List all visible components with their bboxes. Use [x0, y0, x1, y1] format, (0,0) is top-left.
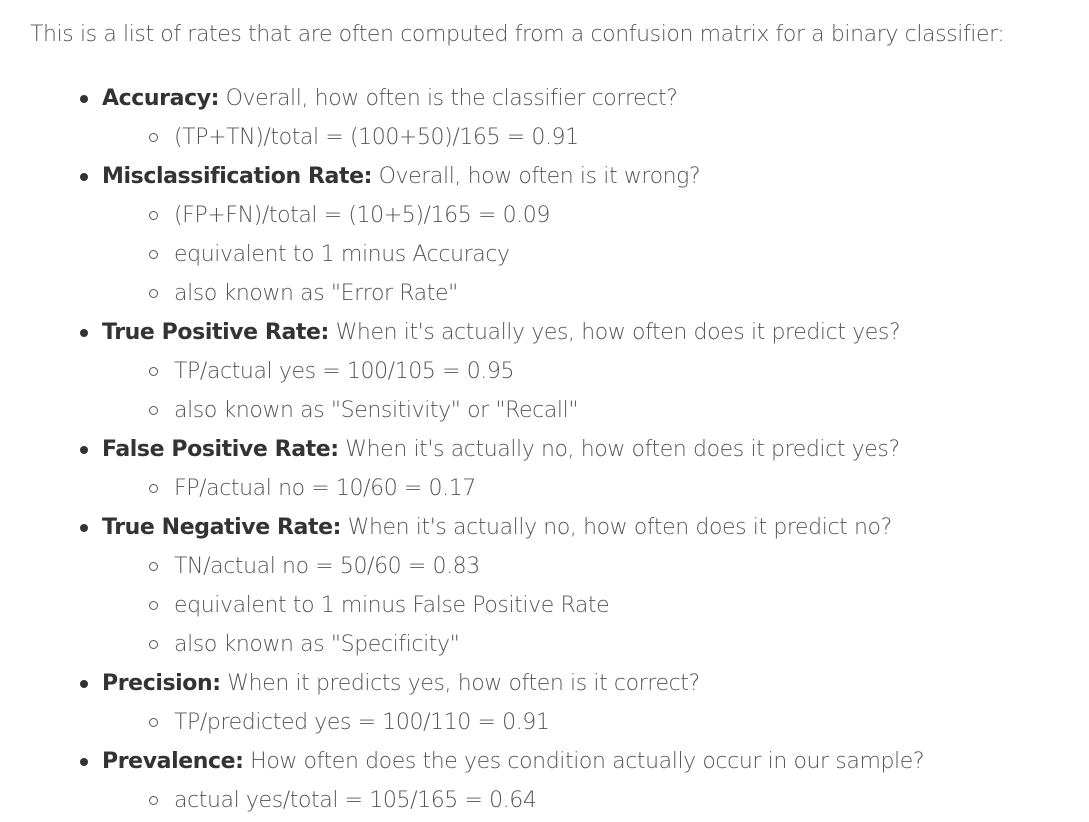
bullet-circle-icon [149, 601, 158, 610]
metric-question: When it's actually no, how often does it… [347, 515, 893, 540]
metric-detail-text: also known as "Sensitivity" or "Recall" [174, 398, 579, 423]
metric-name: False Positive Rate: [102, 437, 339, 462]
bullet-circle-icon [149, 718, 158, 727]
bullet-circle-icon [149, 640, 158, 649]
bullet-circle-icon [149, 289, 158, 298]
metric-heading: True Positive Rate: When it's actually y… [80, 313, 1089, 352]
metric-detail-text: TP/predicted yes = 100/110 = 0.91 [174, 710, 550, 735]
metric-name: True Negative Rate: [102, 515, 342, 540]
metric-question: When it predicts yes, how often is it co… [227, 671, 700, 696]
metric-detail-text: equivalent to 1 minus Accuracy [174, 242, 510, 267]
metric-question: Overall, how often is it wrong? [378, 164, 701, 189]
bullet-circle-icon [149, 211, 158, 220]
metric-details: (TP+TN)/total = (100+50)/165 = 0.91 [102, 118, 1089, 157]
bullet-circle-icon [149, 796, 158, 805]
bullet-disc-icon [80, 173, 88, 181]
metric-details: FP/actual no = 10/60 = 0.17 [102, 469, 1089, 508]
metric-detail: actual yes/total = 105/165 = 0.64 [102, 781, 1089, 820]
metric-detail-text: (TP+TN)/total = (100+50)/165 = 0.91 [174, 125, 579, 150]
metric-detail: (FP+FN)/total = (10+5)/165 = 0.09 [102, 196, 1089, 235]
metric-detail: equivalent to 1 minus False Positive Rat… [102, 586, 1089, 625]
bullet-circle-icon [149, 406, 158, 415]
metric-detail: also known as "Error Rate" [102, 274, 1089, 313]
bullet-disc-icon [80, 446, 88, 454]
metric-detail: equivalent to 1 minus Accuracy [102, 235, 1089, 274]
metric-detail-text: TN/actual no = 50/60 = 0.83 [174, 554, 480, 579]
metric-accuracy: Accuracy: Overall, how often is the clas… [30, 79, 1089, 157]
metric-heading: Prevalence: How often does the yes condi… [80, 742, 1089, 781]
metric-name: Accuracy: [102, 86, 220, 111]
bullet-disc-icon [80, 524, 88, 532]
metric-detail: TP/actual yes = 100/105 = 0.95 [102, 352, 1089, 391]
metric-question: When it's actually no, how often does it… [345, 437, 900, 462]
metric-details: TN/actual no = 50/60 = 0.83 equivalent t… [102, 547, 1089, 664]
metric-heading: False Positive Rate: When it's actually … [80, 430, 1089, 469]
metric-precision: Precision: When it predicts yes, how oft… [30, 664, 1089, 742]
metric-question: When it's actually yes, how often does i… [335, 320, 901, 345]
metric-details: (FP+FN)/total = (10+5)/165 = 0.09 equiva… [102, 196, 1089, 313]
intro-text: This is a list of rates that are often c… [30, 22, 1005, 47]
metric-detail: TP/predicted yes = 100/110 = 0.91 [102, 703, 1089, 742]
bullet-circle-icon [149, 367, 158, 376]
metric-name: Misclassification Rate: [102, 164, 373, 189]
metric-name: Prevalence: [102, 749, 244, 774]
metric-prevalence: Prevalence: How often does the yes condi… [30, 742, 1089, 820]
metric-true-negative-rate: True Negative Rate: When it's actually n… [30, 508, 1089, 664]
metric-true-positive-rate: True Positive Rate: When it's actually y… [30, 313, 1089, 430]
bullet-circle-icon [149, 250, 158, 259]
metric-detail-text: (FP+FN)/total = (10+5)/165 = 0.09 [174, 203, 550, 228]
metric-name: True Positive Rate: [102, 320, 329, 345]
metric-misclassification-rate: Misclassification Rate: Overall, how oft… [30, 157, 1089, 313]
metric-name: Precision: [102, 671, 221, 696]
metric-detail: FP/actual no = 10/60 = 0.17 [102, 469, 1089, 508]
metric-details: TP/predicted yes = 100/110 = 0.91 [102, 703, 1089, 742]
metric-detail: also known as "Sensitivity" or "Recall" [102, 391, 1089, 430]
metric-heading: Misclassification Rate: Overall, how oft… [80, 157, 1089, 196]
metric-detail-text: TP/actual yes = 100/105 = 0.95 [174, 359, 515, 384]
metric-detail-text: actual yes/total = 105/165 = 0.64 [174, 788, 537, 813]
metric-detail-text: also known as "Error Rate" [174, 281, 458, 306]
metric-details: actual yes/total = 105/165 = 0.64 [102, 781, 1089, 820]
metric-detail: TN/actual no = 50/60 = 0.83 [102, 547, 1089, 586]
bullet-circle-icon [149, 562, 158, 571]
metric-detail-text: FP/actual no = 10/60 = 0.17 [174, 476, 476, 501]
metric-false-positive-rate: False Positive Rate: When it's actually … [30, 430, 1089, 508]
bullet-disc-icon [80, 329, 88, 337]
bullet-disc-icon [80, 680, 88, 688]
metric-question: How often does the yes condition actuall… [250, 749, 925, 774]
metric-detail-text: also known as "Specificity" [174, 632, 460, 657]
bullet-circle-icon [149, 484, 158, 493]
bullet-disc-icon [80, 758, 88, 766]
metric-detail: also known as "Specificity" [102, 625, 1089, 664]
metric-detail-text: equivalent to 1 minus False Positive Rat… [174, 593, 610, 618]
bullet-circle-icon [149, 133, 158, 142]
metric-detail: (TP+TN)/total = (100+50)/165 = 0.91 [102, 118, 1089, 157]
bullet-disc-icon [80, 95, 88, 103]
metric-question: Overall, how often is the classifier cor… [225, 86, 678, 111]
metric-heading: Precision: When it predicts yes, how oft… [80, 664, 1089, 703]
metric-details: TP/actual yes = 100/105 = 0.95 also know… [102, 352, 1089, 430]
metrics-list: Accuracy: Overall, how often is the clas… [30, 79, 1089, 820]
metric-heading: Accuracy: Overall, how often is the clas… [80, 79, 1089, 118]
metric-heading: True Negative Rate: When it's actually n… [80, 508, 1089, 547]
